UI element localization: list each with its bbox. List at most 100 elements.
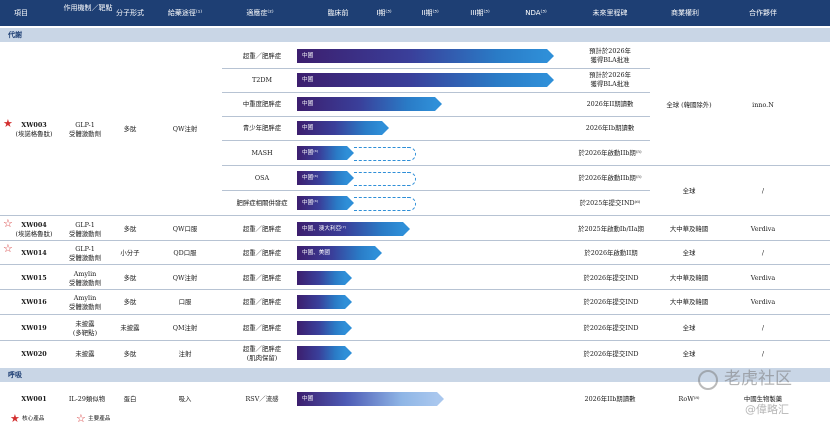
xw016-indication: 超重／肥胖症 <box>242 298 282 306</box>
xw014-mechanism-line1: GLP-1 <box>75 244 95 253</box>
row-divider <box>0 264 830 265</box>
xw001-mechanism: IL-29類似物 <box>68 395 106 403</box>
phase-bar: 中國 <box>297 97 442 111</box>
xw014-name: XW014 <box>21 249 47 257</box>
xw014-mechanism-line2: 受體激動劑 <box>69 253 101 262</box>
xw016-route: 口服 <box>178 298 192 306</box>
xw004-mechanism-line2: 受體激動劑 <box>69 229 101 238</box>
xw003-rights-global: 全球 <box>682 187 696 195</box>
xw020-route: 注射 <box>178 350 192 358</box>
xw001-partner: 中國生物製藥 <box>743 395 783 403</box>
planned-phase-bar <box>354 147 416 161</box>
planned-phase-bar <box>354 197 416 211</box>
watermark-handle: @偉略汇 <box>745 403 789 416</box>
planned-phase-bar <box>354 172 416 186</box>
phase-bar-label: 中國 <box>302 77 314 83</box>
xw001-modality: 蛋白 <box>123 395 137 403</box>
section-metabolic-label: 代謝 <box>8 31 22 39</box>
legend-key-label: 主要產品 <box>88 415 111 422</box>
phase-bar: 中國⁽⁴⁾ <box>297 171 354 185</box>
header-project: 項目 <box>14 9 28 17</box>
phase-bar-label: 中國 <box>302 101 314 107</box>
xw019-indication: 超重／肥胖症 <box>242 324 282 332</box>
xw015-partner: Verdiva <box>750 274 776 282</box>
xw004-name: XW004 <box>21 220 47 229</box>
watermark-logo-text: 老虎社区 <box>724 369 792 389</box>
phase-bar-label: 中國、美國 <box>302 250 330 256</box>
header-preclinical: 臨床前 <box>327 9 349 17</box>
row-divider <box>222 140 650 141</box>
core-product-star-icon: ★ <box>3 117 13 130</box>
section-respiratory: 呼吸 <box>0 368 830 382</box>
xw003-milestone: 2026年II期讀數 <box>586 100 634 108</box>
header-nda: NDA⁽³⁾ <box>525 9 547 17</box>
header-indication: 適應症⁽²⁾ <box>246 9 274 17</box>
xw003-mechanism-line2: 受體激動劑 <box>69 129 101 138</box>
xw016-mechanism-line2: 受體激動劑 <box>69 302 101 311</box>
phase-bar: 中國、美國 <box>297 246 382 260</box>
row-divider <box>0 240 830 241</box>
header-mechanism: 作用機制／靶點 <box>63 4 113 12</box>
key-product-star-icon: ☆ <box>3 217 13 230</box>
header-modality: 分子形式 <box>116 9 144 17</box>
core-product-star-icon: ★ <box>10 412 20 425</box>
row-divider <box>222 165 830 166</box>
phase-bar: 中國、澳大利亞⁽⁷⁾ <box>297 222 410 236</box>
xw003-milestone-line2: 獲得BLA批准 <box>590 55 630 64</box>
xw003-mechanism-line1: GLP-1 <box>75 120 95 129</box>
xw014-rights: 全球 <box>682 249 696 257</box>
xw004-route: QW口服 <box>172 225 198 233</box>
header-rights: 商業權利 <box>671 9 699 17</box>
phase-bar: 中國 <box>297 121 389 135</box>
xw015-mechanism-line2: 受體激動劑 <box>69 278 101 287</box>
xw003-indication: 肥胖症相關併發症 <box>236 199 288 207</box>
xw003-alias: (埃諾格魯肽) <box>15 129 53 138</box>
phase-bar <box>297 321 352 335</box>
key-product-star-icon: ☆ <box>76 412 86 425</box>
xw020-name: XW020 <box>21 350 47 358</box>
xw016-partner: Verdiva <box>750 298 776 306</box>
xw020-modality: 多肽 <box>123 350 137 358</box>
xw020-milestone: 於2026年提交IND <box>583 350 639 358</box>
phase-bar-label: 中國⁽⁴⁾ <box>302 200 319 206</box>
xw015-mechanism-line1: Amylin <box>73 269 97 278</box>
header-milestone: 未來里程碑 <box>592 9 628 17</box>
row-divider <box>0 314 830 315</box>
xw003-partner-none: / <box>761 187 765 195</box>
xw004-partner: Verdiva <box>750 225 776 233</box>
xw019-mechanism-line2: (多靶點) <box>72 328 98 337</box>
header-partner: 合作夥伴 <box>749 9 777 17</box>
xw003-milestone-line1: 預計於2026年 <box>589 46 631 55</box>
xw003-indication: 青少年肥胖症 <box>242 124 282 132</box>
row-divider <box>0 215 830 216</box>
phase-bar <box>297 346 352 360</box>
phase-bar-label: 中國⁽⁴⁾ <box>302 150 319 156</box>
xw001-name: XW001 <box>21 395 47 403</box>
xw019-route: QM注射 <box>172 324 198 332</box>
phase-bar: 中國⁽⁴⁾ <box>297 196 354 210</box>
xw003-indication: 中重度肥胖症 <box>242 100 282 108</box>
phase-bar-label: 中國、澳大利亞⁽⁷⁾ <box>302 226 347 232</box>
xw003-milestone: 於2026年啟動IIb期⁽⁵⁾ <box>578 149 642 157</box>
xw016-mechanism-line1: Amylin <box>73 293 97 302</box>
xw014-indication: 超重／肥胖症 <box>242 249 282 257</box>
xw003-milestone-line1: 預計於2026年 <box>589 70 631 79</box>
table-header <box>0 0 830 26</box>
xw014-milestone: 於2026年啟動II期 <box>584 249 638 257</box>
xw003-milestone-line2: 獲得BLA批准 <box>590 79 630 88</box>
xw003-partner-innon: inno.N <box>752 101 774 109</box>
xw014-partner: / <box>761 249 765 257</box>
xw003-indication: 超重／肥胖症 <box>242 52 282 60</box>
row-divider <box>0 289 830 290</box>
header-phase1: I期⁽³⁾ <box>376 9 392 17</box>
xw004-mechanism-line1: GLP-1 <box>75 220 95 229</box>
xw020-indication-line1: 超重／肥胖症 <box>242 344 282 353</box>
xw003-milestone: 2026年Ib期讀數 <box>585 124 635 132</box>
watermark-logo-icon <box>698 370 718 390</box>
section-respiratory-label: 呼吸 <box>8 371 22 379</box>
xw016-modality: 多肽 <box>123 298 137 306</box>
xw020-partner: / <box>761 350 765 358</box>
xw015-indication: 超重／肥胖症 <box>242 274 282 282</box>
xw003-indication: T2DM <box>252 76 272 84</box>
xw001-rights: RoW⁽⁸⁾ <box>678 395 700 403</box>
